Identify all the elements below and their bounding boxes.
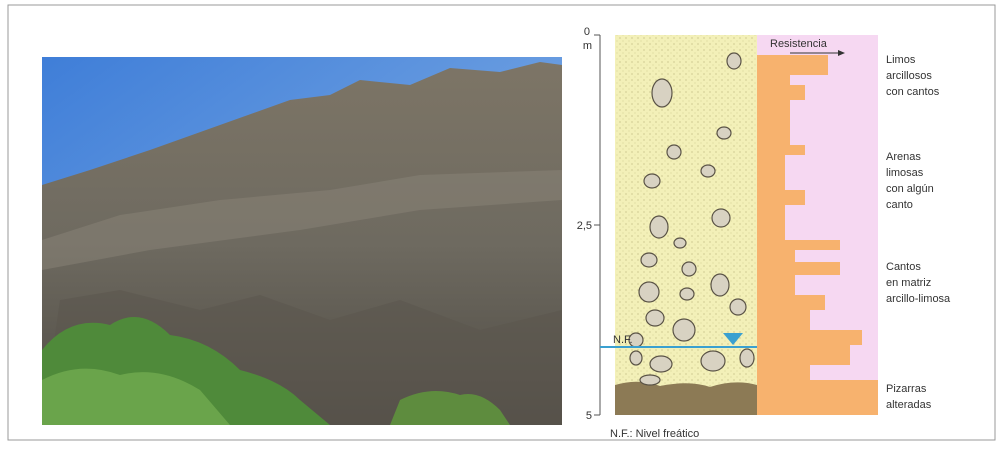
bedrock (615, 382, 757, 415)
column (594, 35, 878, 415)
legend-note: N.F.: Nivel freático (610, 428, 699, 440)
layer-label: Limos (886, 54, 916, 66)
water-level-label: N.F. (613, 334, 633, 346)
depth-unit: m (583, 40, 592, 52)
layer-label: con cantos (886, 86, 940, 98)
layer-label: Cantos (886, 261, 921, 273)
layer-label: Arenas (886, 151, 921, 163)
page: 0 m 2,5 5 Resistencia N.F. N.F.: Nivel f… (0, 0, 1003, 457)
layer-label: arcillo-limosa (886, 293, 951, 305)
layer-label: con algún (886, 183, 934, 195)
resistance-label: Resistencia (770, 38, 828, 50)
depth-label: 2,5 (577, 220, 592, 232)
layer-label: limosas (886, 167, 924, 179)
layer-label: en matriz (886, 277, 931, 289)
layer-label: canto (886, 199, 913, 211)
layer-label: Pizarras (886, 383, 927, 395)
figure: 0 m 2,5 5 Resistencia N.F. N.F.: Nivel f… (0, 0, 1003, 457)
layer-label: arcillosos (886, 70, 932, 82)
layer-label: alteradas (886, 399, 932, 411)
depth-label: 0 (584, 26, 590, 38)
photo (42, 57, 562, 425)
depth-label: 5 (586, 410, 592, 422)
